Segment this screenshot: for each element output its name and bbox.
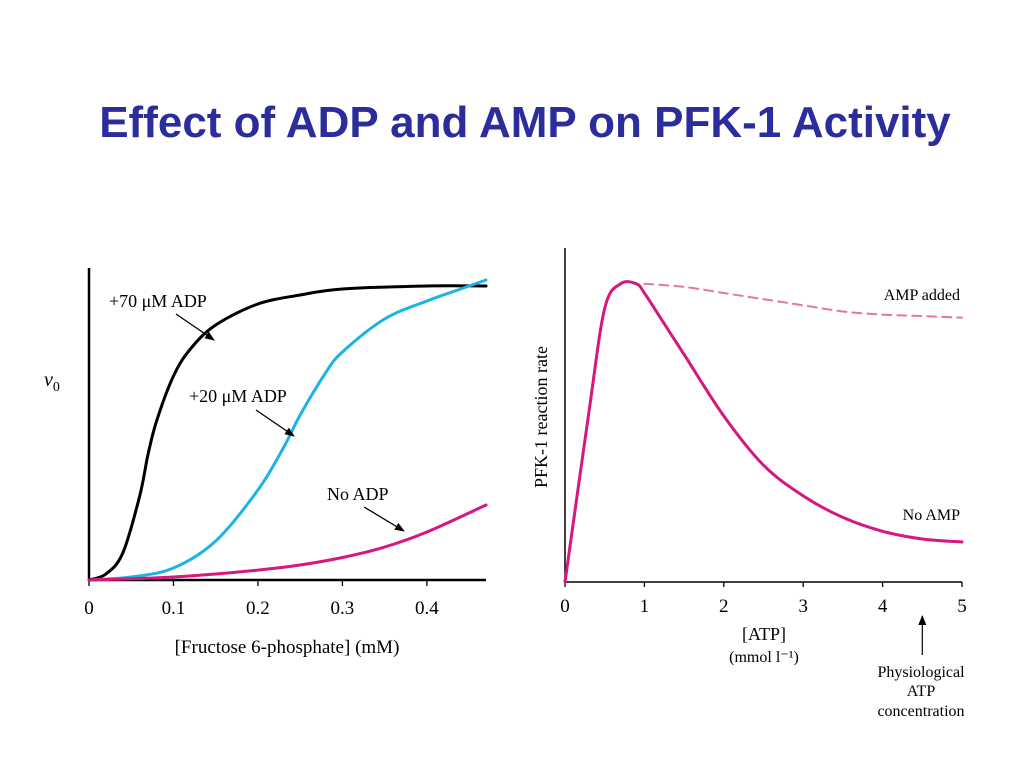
left-x-ticks: 0 0.1 0.2 0.3 0.4 — [84, 580, 439, 619]
right-y-label: PFK-1 reaction rate — [531, 346, 551, 488]
arrow-20-adp — [255, 409, 295, 437]
x-tick-label: 0.4 — [415, 598, 439, 619]
x-tick-label: 0.2 — [246, 598, 270, 619]
annotation-70-adp: +70 μM ADP — [109, 291, 207, 311]
x-tick-label: 3 — [798, 596, 808, 617]
series-line-no-amp — [563, 280, 964, 584]
x-tick-label: 0 — [84, 598, 94, 619]
left-x-label: [Fructose 6-phosphate] (mM) — [175, 637, 400, 658]
series-line-70-m-adp — [87, 284, 488, 582]
x-tick-label: 4 — [878, 596, 888, 617]
arrow-no-adp — [363, 506, 405, 532]
physiological-label-line3: concentration — [877, 703, 964, 720]
x-tick-label: 0.3 — [331, 598, 355, 619]
arrow-70-adp — [175, 313, 215, 341]
right-x-label: [ATP] — [742, 624, 786, 644]
x-tick-label: 0 — [560, 596, 570, 617]
series-line-20-m-adp — [87, 278, 488, 582]
x-tick-label: 2 — [719, 596, 729, 617]
slide-title: Effect of ADP and AMP on PFK-1 Activity — [99, 98, 951, 147]
physiological-label-line1: Physiological — [877, 664, 965, 681]
annotation-no-adp: No ADP — [327, 484, 389, 504]
x-tick-label: 1 — [640, 596, 650, 617]
left-y-label: v0 — [44, 369, 60, 395]
x-tick-label: 5 — [957, 596, 967, 617]
right-x-ticks: 0 1 2 3 4 5 — [560, 582, 967, 617]
chart-left: 0 0.1 0.2 0.3 0.4 v0 [Fructose 6-phosphate] … — [44, 268, 488, 658]
series-line-amp-added — [643, 282, 963, 319]
right-series-group — [563, 280, 964, 584]
chart-right: 0 1 2 3 4 5 PFK-1 reaction rate [ATP] (mmol l… — [531, 248, 967, 720]
physiological-label-line2: ATP — [907, 683, 936, 700]
annotation-no-amp: No AMP — [903, 507, 960, 524]
annotation-20-adp: +20 μM ADP — [189, 386, 287, 406]
series-line-no-adp — [87, 503, 488, 582]
annotation-amp-added: AMP added — [884, 287, 960, 304]
right-x-unit: (mmol l⁻¹) — [729, 649, 799, 666]
x-tick-label: 0.1 — [162, 598, 186, 619]
left-series-group — [87, 278, 488, 582]
